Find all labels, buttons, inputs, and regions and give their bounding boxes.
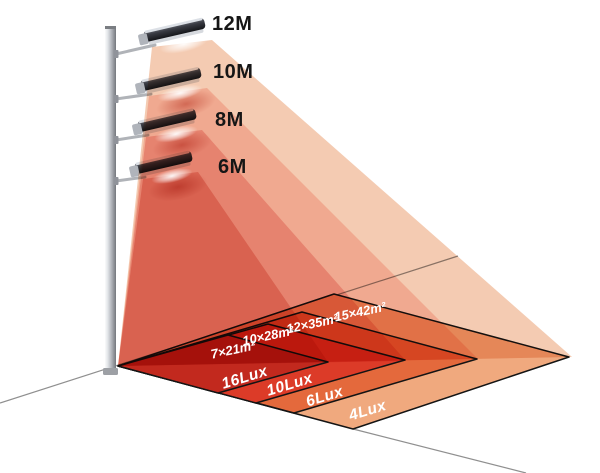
white-glow-8m [154, 125, 198, 143]
height-labels: 12M 10M 8M 6M [212, 13, 253, 178]
lamp-socket [135, 82, 146, 95]
arm-12m [114, 43, 157, 56]
height-label-8m: 8M [215, 109, 244, 131]
beam-apex-glows [148, 34, 216, 202]
white-glow-12m [159, 34, 209, 54]
lamp-socket [129, 165, 140, 178]
ground-edge-line [352, 428, 527, 473]
height-label-6m: 6M [218, 156, 247, 178]
pole-cap [105, 26, 116, 29]
arm-10m [114, 92, 153, 101]
white-glow-10m [157, 84, 203, 102]
lamp-top-highlight [144, 17, 203, 34]
white-glow-6m [151, 168, 193, 184]
pole-base [103, 368, 118, 375]
lamp-socket [132, 123, 143, 136]
street-lamp-12m [138, 17, 206, 46]
lamp-socket [138, 33, 149, 46]
arm-mounts [113, 50, 119, 185]
beam-6m [118, 172, 328, 366]
pole [105, 26, 116, 375]
lamp-underside [148, 27, 204, 45]
lamp-body [143, 18, 206, 42]
height-label-12m: 12M [212, 13, 252, 35]
height-label-10m: 10M [213, 61, 253, 83]
